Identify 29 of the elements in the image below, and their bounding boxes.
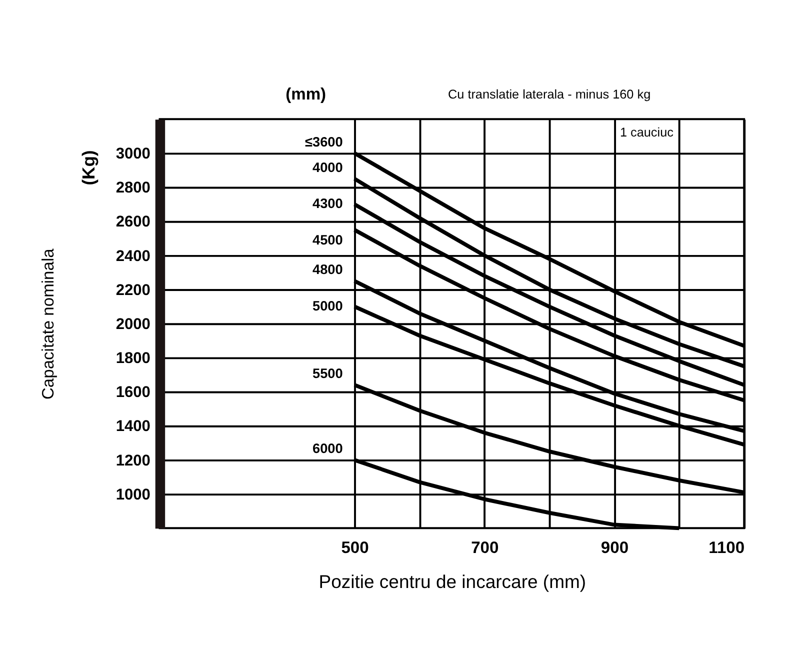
series-label: 6000 (312, 441, 344, 456)
series-label: 4000 (312, 160, 344, 175)
y-tick-label: 2400 (116, 248, 151, 265)
text: (mm) (286, 84, 326, 104)
text: (Kg) (78, 150, 98, 186)
y-tick-label: 3000 (116, 146, 151, 163)
series-label: 5500 (312, 366, 344, 382)
y-tick-label: 1400 (116, 418, 151, 436)
series-label: 4300 (312, 196, 344, 212)
series-label: ≤3600 (305, 134, 344, 150)
y-axis-title: Capacitate nominala (38, 248, 58, 400)
y-tick-label: 2600 (116, 214, 151, 231)
y-tick-label: 1600 (116, 384, 151, 402)
y-tick-label: 2000 (116, 316, 151, 333)
annotation: 1 cauciuc (620, 126, 674, 140)
x-tick-label: 700 (471, 538, 499, 557)
series-label: 5000 (312, 298, 344, 314)
y-tick-label: 2200 (116, 282, 151, 299)
series-label: 4800 (312, 262, 344, 278)
y-tick-label: 1000 (116, 486, 151, 504)
x-tick-label: 1100 (708, 538, 745, 557)
x-tick-label: 900 (600, 538, 629, 557)
y-tick-label: 1800 (116, 350, 151, 368)
x-axis-title: Pozitie centru de incarcare (mm) (318, 571, 586, 592)
y-tick-label: 2800 (116, 180, 151, 197)
text: Cu translatie laterala - minus 160 kg (448, 88, 651, 102)
series-label: 4500 (312, 232, 344, 248)
y-tick-label: 1200 (116, 452, 151, 470)
x-tick-label: 500 (341, 538, 369, 557)
